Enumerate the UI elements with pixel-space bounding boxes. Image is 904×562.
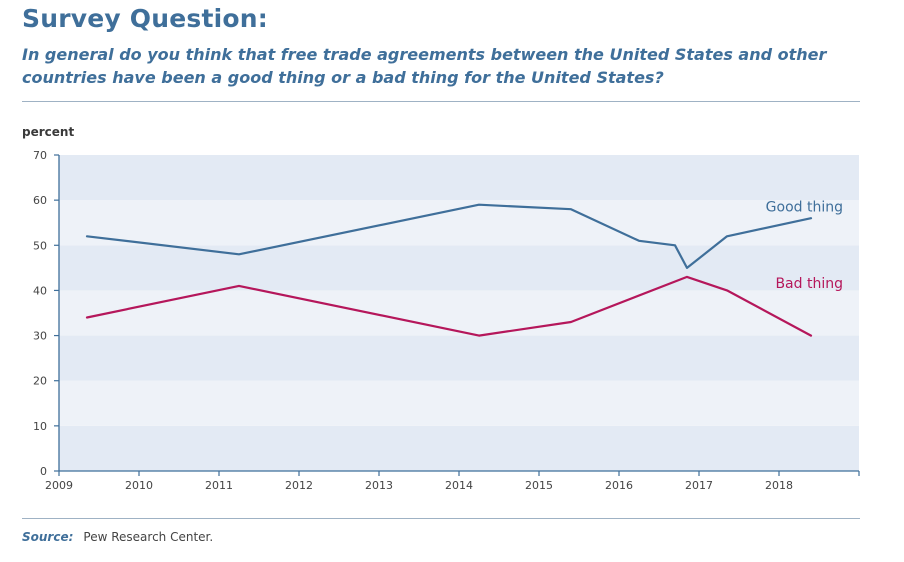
x-tick-label: 2012 <box>285 479 313 492</box>
x-tick-label: 2009 <box>45 479 73 492</box>
x-tick-label: 2018 <box>765 479 793 492</box>
y-tick-label: 10 <box>33 420 47 433</box>
y-tick-label: 60 <box>33 194 47 207</box>
plot-band <box>59 425 859 471</box>
x-tick-label: 2010 <box>125 479 153 492</box>
bottom-divider <box>22 518 860 519</box>
y-tick-label: 0 <box>40 465 47 478</box>
plot-band <box>59 290 859 336</box>
x-tick-label: 2013 <box>365 479 393 492</box>
x-tick-label: 2017 <box>685 479 713 492</box>
source-label: Source: <box>22 530 74 544</box>
y-tick-label: 20 <box>33 375 47 388</box>
plot-band <box>59 380 859 426</box>
x-tick-label: 2011 <box>205 479 233 492</box>
x-tick-label: 2015 <box>525 479 553 492</box>
source-note: Source: Pew Research Center. <box>22 530 213 544</box>
plot-band <box>59 200 859 246</box>
page-title: Survey Question: <box>22 4 268 33</box>
plot-band <box>59 335 859 381</box>
plot-band <box>59 245 859 291</box>
y-tick-label: 30 <box>33 330 47 343</box>
top-divider <box>22 101 860 102</box>
series-line-good-thing <box>85 203 813 269</box>
y-tick-label: 40 <box>33 284 47 297</box>
x-tick-label: 2014 <box>445 479 473 492</box>
y-axis-label: percent <box>22 125 74 139</box>
series-line-bad-thing <box>85 275 813 337</box>
y-tick-label: 50 <box>33 239 47 252</box>
series-label-good-thing: Good thing <box>766 199 843 215</box>
plot-band <box>59 155 859 201</box>
y-tick-label: 70 <box>33 149 47 162</box>
x-tick-label: 2016 <box>605 479 633 492</box>
survey-question: In general do you think that free trade … <box>22 45 827 87</box>
source-text: Pew Research Center. <box>83 530 214 544</box>
series-label-bad-thing: Bad thing <box>775 276 843 292</box>
